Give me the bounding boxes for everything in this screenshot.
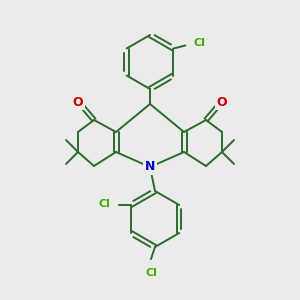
Text: Cl: Cl (99, 199, 111, 209)
Text: O: O (217, 95, 227, 109)
Text: Cl: Cl (194, 38, 205, 47)
Text: N: N (145, 160, 155, 173)
Text: Cl: Cl (145, 268, 157, 278)
Text: O: O (73, 95, 83, 109)
